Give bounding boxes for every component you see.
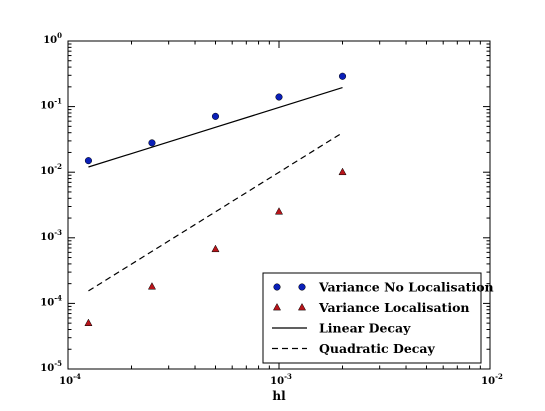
y-tick-label: 10-3 — [40, 228, 62, 243]
series-line-linear-decay — [88, 87, 343, 168]
x-tick-label: 10-4 — [59, 372, 81, 387]
legend-label-linear-decay: Linear Decay — [319, 321, 411, 336]
legend-swatch-variance-no-localisation — [298, 283, 306, 291]
data-point-variance-localisation — [147, 282, 156, 290]
legend-swatch-variance-no-localisation — [273, 283, 281, 291]
data-point-variance-no-localisation — [211, 112, 220, 120]
data-point-variance-no-localisation — [148, 139, 156, 147]
data-point-variance-localisation — [338, 167, 347, 176]
y-tick-label: 100 — [43, 31, 62, 46]
legend-label-variance-localisation: Variance Localisation — [318, 300, 470, 315]
legend: Variance No Localisation Variance Localis… — [262, 272, 494, 364]
legend-label-variance-no-localisation: Variance No Localisation — [318, 280, 494, 295]
y-tick-label: 10-2 — [40, 162, 62, 177]
x-tick-label: 10-3 — [270, 372, 292, 387]
y-tick-label: 10-4 — [40, 293, 62, 308]
legend-swatch-variance-localisation — [297, 302, 307, 311]
legend-swatch-variance-localisation — [272, 302, 282, 311]
tick-marks — [67, 40, 491, 370]
data-point-variance-localisation — [84, 318, 93, 326]
y-tick-label: 10-5 — [40, 359, 62, 374]
x-tick-label: 10-2 — [481, 372, 503, 387]
series-layer — [84, 72, 347, 326]
y-tick-label: 10-1 — [40, 97, 62, 112]
data-point-variance-localisation — [274, 207, 284, 215]
data-point-variance-no-localisation — [275, 93, 283, 101]
x-axis-label: hl — [272, 389, 286, 403]
legend-label-quadratic-decay: Quadratic Decay — [319, 341, 435, 356]
data-point-variance-localisation — [211, 244, 220, 253]
data-point-variance-no-localisation — [84, 157, 92, 165]
data-point-variance-no-localisation — [338, 72, 347, 80]
